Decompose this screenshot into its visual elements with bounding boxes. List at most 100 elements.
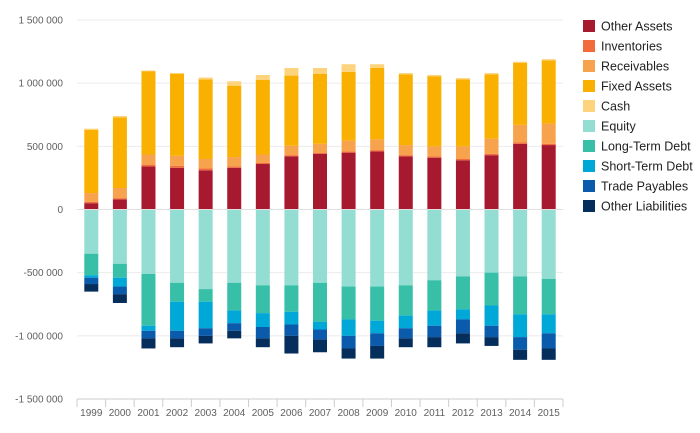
bar-segment xyxy=(198,158,213,169)
legend-item[interactable]: Long-Term Debt xyxy=(583,140,691,154)
bar-segment xyxy=(513,143,528,210)
legend-item[interactable]: Other Liabilities xyxy=(583,200,687,214)
bar-segment xyxy=(398,145,413,156)
bar-segment xyxy=(141,154,156,165)
legend-item[interactable]: Short-Term Debt xyxy=(583,160,693,174)
bar-segment xyxy=(427,280,442,311)
x-tick-label: 2012 xyxy=(452,408,475,419)
x-tick-label: 2011 xyxy=(424,408,446,419)
bar-segment xyxy=(141,338,156,349)
bar-segment xyxy=(398,74,413,146)
bar-segment xyxy=(513,61,528,63)
bar-segment xyxy=(84,201,99,204)
legend-label: Long-Term Debt xyxy=(601,140,691,154)
bar-segment xyxy=(398,285,413,316)
legend-item[interactable]: Equity xyxy=(583,120,636,134)
bar-segment xyxy=(198,289,213,302)
bar-segment xyxy=(427,156,442,158)
bar-segment xyxy=(427,76,442,147)
bar-segment xyxy=(84,284,99,292)
bar-segment xyxy=(284,155,299,157)
y-tick-label: 0 xyxy=(57,205,63,216)
bar-segment xyxy=(484,138,499,154)
y-tick-label: -1 000 000 xyxy=(15,331,63,342)
bar-segment xyxy=(313,73,327,144)
legend-item[interactable]: Fixed Assets xyxy=(583,80,672,94)
bar-segment xyxy=(455,158,470,161)
bar-segment xyxy=(484,325,499,338)
bar-segment xyxy=(484,272,499,306)
legend-swatch xyxy=(583,180,595,192)
bar-segment xyxy=(284,156,299,210)
bar-segment xyxy=(112,277,127,287)
bar-segment xyxy=(227,167,242,210)
x-tick-label: 2010 xyxy=(395,408,418,419)
bars xyxy=(77,59,563,360)
y-tick-label: 500 000 xyxy=(27,142,64,153)
bar-segment xyxy=(313,152,327,154)
bar-segment xyxy=(198,335,213,344)
legend-item[interactable]: Trade Payables xyxy=(583,180,688,194)
bar-segment xyxy=(341,319,356,336)
bar-segment xyxy=(141,71,156,155)
bar-segment xyxy=(84,193,99,202)
bar-segment xyxy=(341,140,356,152)
bar-segment xyxy=(227,209,242,283)
bar-segment xyxy=(370,286,385,321)
legend-label: Inventories xyxy=(601,40,662,54)
x-tick-label: 2002 xyxy=(166,408,189,419)
bar-segment xyxy=(313,209,327,283)
legend-item[interactable]: Receivables xyxy=(583,60,669,74)
bar-segment xyxy=(313,339,327,353)
bar-segment xyxy=(284,68,299,76)
legend-swatch xyxy=(583,100,595,112)
bar-segment xyxy=(455,160,470,210)
bar-segment xyxy=(427,146,442,157)
bar-segment xyxy=(255,162,270,165)
bar-segment xyxy=(513,209,528,277)
legend-swatch xyxy=(583,200,595,212)
bar-segment xyxy=(284,335,299,354)
legend-label: Other Liabilities xyxy=(601,200,687,214)
x-tick-label: 2014 xyxy=(509,408,532,419)
legend-item[interactable]: Other Assets xyxy=(583,20,673,34)
x-tick-label: 2005 xyxy=(252,408,275,419)
bar-segment xyxy=(170,155,185,166)
bar-segment xyxy=(198,209,213,290)
x-tick-label: 2009 xyxy=(366,408,389,419)
bar-segment xyxy=(141,330,156,339)
y-tick-label: -1 500 000 xyxy=(15,395,63,406)
bar-segment xyxy=(513,62,528,125)
bar-segment xyxy=(198,168,213,171)
bar-segment xyxy=(427,74,442,77)
bar-segment xyxy=(398,73,413,75)
bar-segment xyxy=(255,313,270,327)
bar-segment xyxy=(484,74,499,139)
bar-segment xyxy=(141,209,156,274)
legend-swatch xyxy=(583,60,595,72)
bar-segment xyxy=(141,70,156,72)
bar-segment xyxy=(313,153,327,210)
legend-item[interactable]: Cash xyxy=(583,100,630,114)
bar-segment xyxy=(427,310,442,326)
bar-segment xyxy=(227,330,242,339)
bar-segment xyxy=(484,155,499,210)
bar-segment xyxy=(341,152,356,210)
legend-label: Trade Payables xyxy=(601,180,688,194)
x-tick-label: 2001 xyxy=(137,408,160,419)
x-axis: 1999 2000 2001 2002 2003 2004 2005 2006 2007 2008… xyxy=(76,398,564,419)
bar-segment xyxy=(455,333,470,344)
bar-segment xyxy=(255,154,270,163)
bar-segment xyxy=(170,282,185,302)
bar-segment xyxy=(112,263,127,278)
bar-segment xyxy=(370,320,385,334)
bar-segment xyxy=(84,209,99,254)
legend-item[interactable]: Inventories xyxy=(583,40,662,54)
bar-segment xyxy=(341,71,356,141)
bar-segment xyxy=(227,81,242,86)
bar-segment xyxy=(170,330,185,339)
legend-swatch xyxy=(583,80,595,92)
bar-segment xyxy=(255,285,270,314)
bar-segment xyxy=(370,333,385,346)
bar-segment xyxy=(455,79,470,147)
